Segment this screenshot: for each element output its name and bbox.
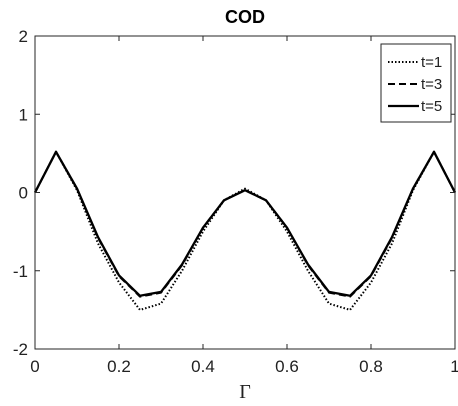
y-tick-label: 1 [19,105,28,124]
x-tick-label: 0.4 [191,357,215,376]
axes: 0 0.2 0.4 0.6 0.8 1 -2 -1 0 1 2 [13,27,458,376]
x-tick-label: 1 [450,357,458,376]
y-tick-label: -1 [13,262,28,281]
y-tick-label: 0 [19,184,28,203]
y-tick-label: -2 [13,340,28,359]
x-tick-label: 0 [30,357,39,376]
legend-label-t-5: t=5 [421,98,442,115]
x-tick-label: 0.6 [275,357,299,376]
series-line-t-1 [34,150,456,311]
legend-label-t-3: t=3 [421,76,442,93]
x-tick-label: 0.2 [107,357,131,376]
x-tick-label: 0.8 [359,357,383,376]
legend-label-t-1: t=1 [421,54,442,71]
legend: t=1 t=3 t=5 [380,43,452,123]
plot-area [33,150,457,311]
series-line-t-3 [34,150,456,298]
y-tick-label: 2 [19,27,28,46]
chart-title: COD [225,7,265,27]
series-line-t-5 [33,150,457,297]
x-axis-label: Γ [239,381,251,403]
